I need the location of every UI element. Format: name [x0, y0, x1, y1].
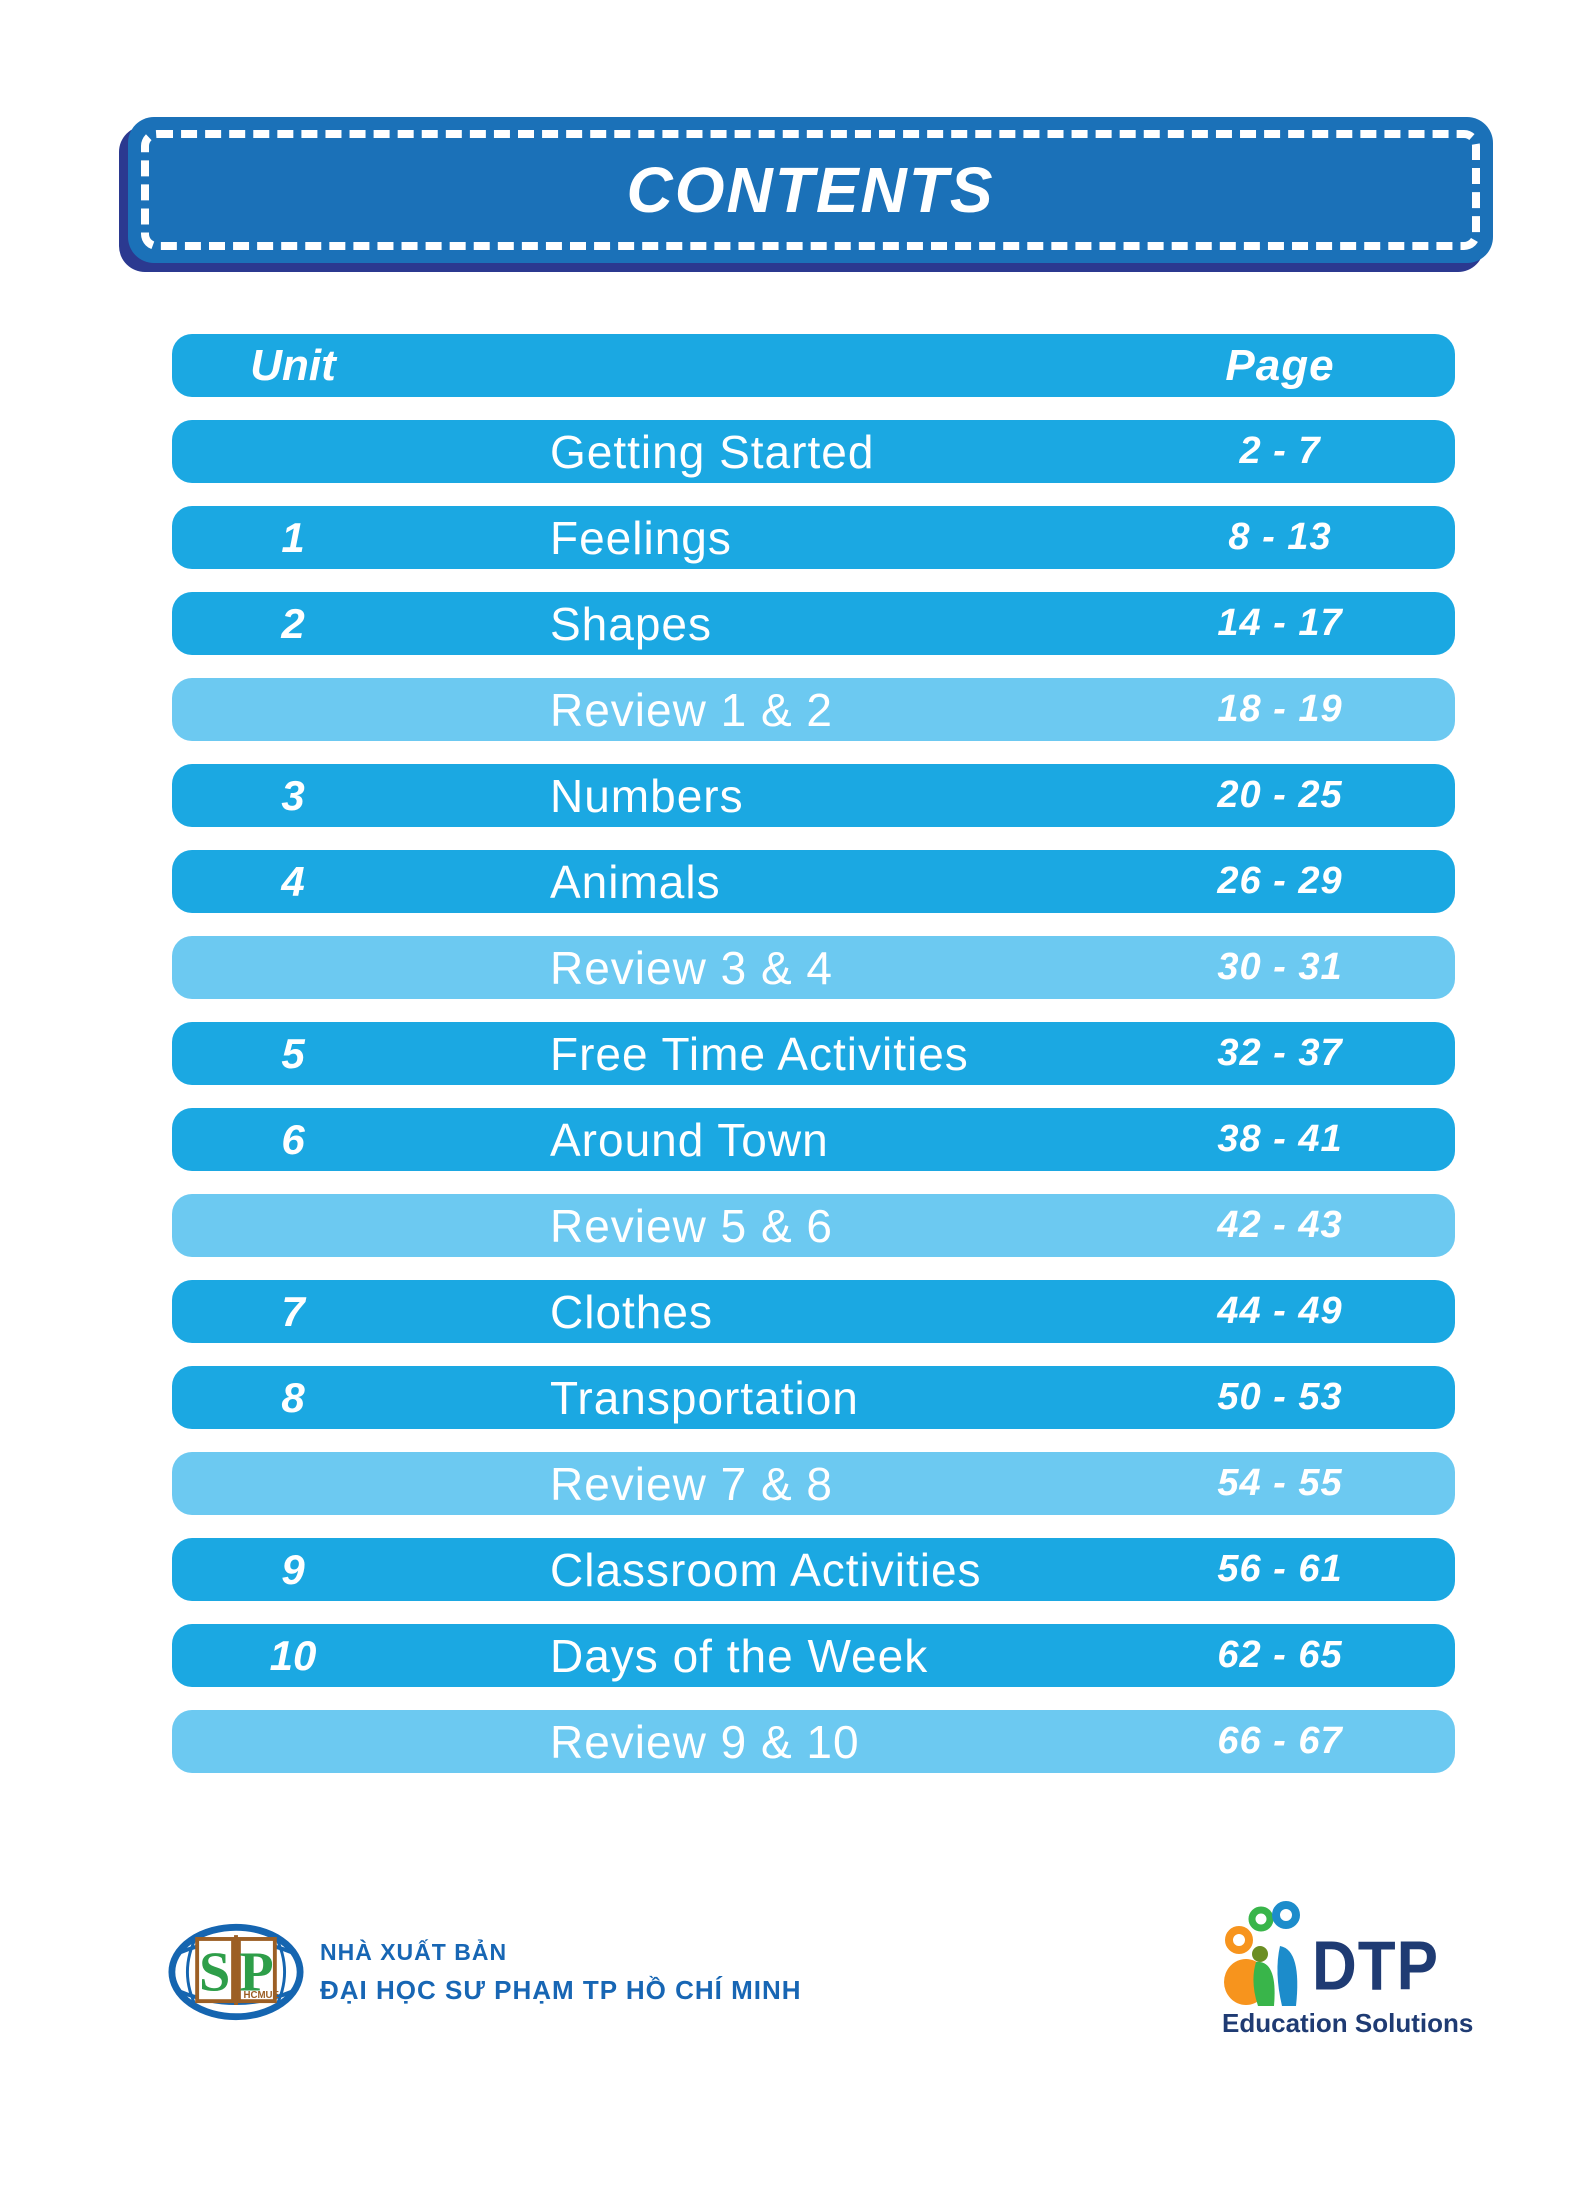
row-title: Days of the Week — [550, 1629, 929, 1682]
svg-text:S: S — [199, 1941, 230, 2003]
row-title: Shapes — [550, 597, 713, 650]
row-pages: 62 - 65 — [1217, 1634, 1343, 1676]
row-pages: 44 - 49 — [1217, 1290, 1343, 1332]
row-pages: 14 - 17 — [1217, 602, 1343, 644]
table-row: Review 5 & 6 42 - 43 — [172, 1194, 1455, 1257]
unit-number — [172, 678, 414, 741]
table-row: 7 Clothes 44 - 49 — [172, 1280, 1455, 1343]
row-title: Feelings — [550, 511, 732, 564]
unit-number: 7 — [281, 1287, 305, 1335]
table-row: Review 7 & 8 54 - 55 — [172, 1452, 1455, 1515]
unit-number: 2 — [281, 599, 305, 647]
row-pages: 8 - 13 — [1228, 516, 1332, 558]
row-title: Animals — [550, 855, 721, 908]
row-title: Getting Started — [550, 425, 875, 478]
unit-number: 3 — [281, 771, 305, 819]
unit-number: 6 — [281, 1115, 305, 1163]
unit-number: 10 — [269, 1631, 317, 1679]
svg-text:P: P — [239, 1941, 273, 2003]
svg-text:HCMUE: HCMUE — [243, 1990, 279, 2001]
table-row: Review 3 & 4 30 - 31 — [172, 936, 1455, 999]
table-row: 10 Days of the Week 62 - 65 — [172, 1624, 1455, 1687]
row-title: Transportation — [550, 1371, 859, 1424]
row-pages: 56 - 61 — [1217, 1548, 1343, 1590]
row-pages: 42 - 43 — [1217, 1204, 1343, 1246]
table-row: Review 1 & 2 18 - 19 — [172, 678, 1455, 741]
table-row: 3 Numbers 20 - 25 — [172, 764, 1455, 827]
row-pages: 30 - 31 — [1217, 946, 1343, 988]
publisher-line2: ĐẠI HỌC SƯ PHẠM TP HỒ CHÍ MINH — [320, 1974, 802, 2005]
row-pages: 50 - 53 — [1217, 1376, 1343, 1418]
publisher-block: S P HCMUE NHÀ XUẤT BẢN ĐẠI HỌC SƯ PHẠM T… — [168, 1922, 802, 2022]
row-pages: 20 - 25 — [1217, 774, 1343, 816]
table-row: 2 Shapes 14 - 17 — [172, 592, 1455, 655]
publisher-name: NHÀ XUẤT BẢN ĐẠI HỌC SƯ PHẠM TP HỒ CHÍ M… — [320, 1939, 802, 2006]
dashed-border — [141, 130, 1480, 250]
table-row: 5 Free Time Activities 32 - 37 — [172, 1022, 1455, 1085]
unit-number: 1 — [281, 513, 305, 561]
row-title: Around Town — [550, 1113, 829, 1166]
row-title: Clothes — [550, 1285, 713, 1338]
unit-number — [172, 1710, 414, 1773]
table-row: Review 9 & 10 66 - 67 — [172, 1710, 1455, 1773]
unit-number — [172, 1452, 414, 1515]
dtp-tagline: Education Solutions — [1222, 2008, 1474, 2038]
row-title: Free Time Activities — [550, 1027, 969, 1080]
row-pages: 2 - 7 — [1239, 430, 1321, 472]
unit-number: 9 — [281, 1545, 305, 1593]
table-row: 4 Animals 26 - 29 — [172, 850, 1455, 913]
unit-number — [172, 1194, 414, 1257]
unit-number: 8 — [281, 1373, 305, 1421]
unit-number: 4 — [281, 857, 305, 905]
row-title: Review 7 & 8 — [550, 1457, 834, 1510]
dtp-block: DTP Education Solutions — [1222, 1898, 1474, 2039]
unit-column-header: Unit — [250, 340, 336, 390]
row-title: Review 1 & 2 — [550, 683, 834, 736]
row-pages: 38 - 41 — [1217, 1118, 1343, 1160]
row-pages: 32 - 37 — [1217, 1032, 1343, 1074]
publisher-logo-icon: S P HCMUE — [168, 1923, 304, 2021]
row-title: Review 9 & 10 — [550, 1715, 860, 1768]
row-pages: 26 - 29 — [1217, 860, 1343, 902]
unit-number — [172, 936, 414, 999]
row-pages: 54 - 55 — [1217, 1462, 1343, 1504]
table-row: Getting Started 2 - 7 — [172, 420, 1455, 483]
row-title: Numbers — [550, 769, 744, 822]
publisher-line1: NHÀ XUẤT BẢN — [320, 1938, 508, 1965]
dtp-logo-icon — [1224, 1901, 1300, 2006]
contents-table: Unit Page Getting Started 2 - 7 1 Feelin… — [172, 334, 1455, 1773]
contents-banner: CONTENTS — [128, 117, 1493, 263]
table-row: 6 Around Town 38 - 41 — [172, 1108, 1455, 1171]
page-title: CONTENTS — [626, 154, 995, 226]
page-column-header: Page — [1225, 340, 1335, 390]
row-title: Review 3 & 4 — [550, 941, 834, 994]
table-row: 8 Transportation 50 - 53 — [172, 1366, 1455, 1429]
row-title: Classroom Activities — [550, 1543, 982, 1596]
row-pages: 18 - 19 — [1217, 688, 1343, 730]
row-pages: 66 - 67 — [1217, 1720, 1343, 1762]
table-row: 9 Classroom Activities 56 - 61 — [172, 1538, 1455, 1601]
dtp-logo-text: DTP — [1312, 1928, 1439, 2006]
unit-number — [172, 420, 414, 483]
unit-number: 5 — [281, 1029, 305, 1077]
table-row: 1 Feelings 8 - 13 — [172, 506, 1455, 569]
table-header-row: Unit Page — [172, 334, 1455, 397]
row-title: Review 5 & 6 — [550, 1199, 834, 1252]
